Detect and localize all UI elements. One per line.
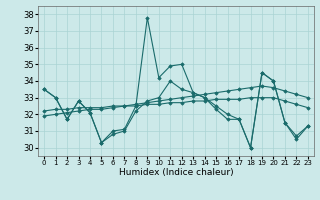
X-axis label: Humidex (Indice chaleur): Humidex (Indice chaleur) xyxy=(119,168,233,177)
